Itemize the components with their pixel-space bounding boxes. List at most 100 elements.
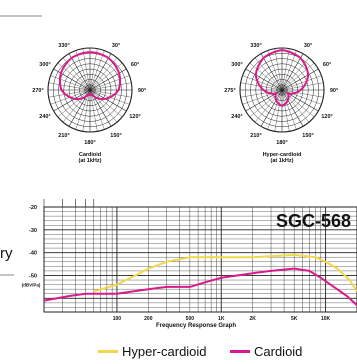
freq-x-tick-label: 5K xyxy=(291,316,298,322)
polar-spoke xyxy=(82,89,91,132)
freq-y-tick-label: -30 xyxy=(29,228,37,234)
polar-angle-label: 30° xyxy=(112,43,120,49)
polar-spoke xyxy=(57,89,91,118)
polar-angle-label: 300° xyxy=(39,62,50,68)
polar-spoke xyxy=(260,89,283,127)
legend-label-hyper-cardioid: Hyper-cardioid xyxy=(122,344,207,360)
cardioid-response-line xyxy=(43,267,357,306)
polar-spoke xyxy=(89,68,127,91)
freq-x-tick-label: 500 xyxy=(186,316,195,322)
polar-spoke xyxy=(62,89,91,123)
polar-angle-label: 180° xyxy=(84,140,95,146)
polar-spoke xyxy=(89,48,98,91)
polar-spoke xyxy=(281,89,297,130)
polar-spoke xyxy=(281,89,304,127)
legend-item-cardioid: Cardioid xyxy=(230,343,302,359)
polar-angle-label: 60° xyxy=(131,62,139,68)
polar-angle-label: 210° xyxy=(250,133,261,139)
polar-angle-label: 270° xyxy=(32,88,43,94)
polar-subtitle: (at 1kHz) xyxy=(271,158,294,164)
polar-angle-label: 120° xyxy=(321,114,332,120)
hyper-cardioid-response-line xyxy=(93,253,357,293)
polar-pattern-curve xyxy=(59,51,121,101)
polar-angle-label: 180° xyxy=(276,140,287,146)
freq-y-tick-label: -20 xyxy=(29,205,37,211)
polar-spoke xyxy=(89,89,123,118)
polar-spoke xyxy=(89,50,105,91)
polar-spoke xyxy=(53,89,91,112)
polar-spoke xyxy=(89,89,98,132)
legend: Hyper-cardioid Cardioid xyxy=(98,343,348,359)
polar-pattern-curve xyxy=(254,49,310,108)
hyper-cardioid-polar-chart: 330° 300° 275° 240° 210° 180° 150° 120° 90° 60° 30… xyxy=(224,43,338,164)
polar-angle-label: 240° xyxy=(231,114,242,120)
polar-spoke xyxy=(89,82,132,91)
polar-spoke xyxy=(89,75,130,91)
polar-spoke xyxy=(240,89,283,98)
polar-spoke xyxy=(281,68,319,91)
polar-spoke xyxy=(249,62,283,91)
polar-angle-label: 330° xyxy=(250,43,261,49)
polar-title: Cardioid xyxy=(79,152,101,158)
polar-spoke xyxy=(242,89,283,105)
frequency-response-chart: -20 -30 -40 -50 (dBV/Pa) 100 200 500 1K 2K 5K 10K Fr… xyxy=(22,199,357,329)
model-label: SGC-568 xyxy=(276,211,351,231)
polar-angle-label: 330° xyxy=(58,43,69,49)
polar-spoke xyxy=(89,89,132,98)
cardioid-swatch xyxy=(230,350,250,354)
polar-angle-label: 150° xyxy=(302,133,313,139)
polar-spoke xyxy=(68,53,91,91)
freq-title: Frequency Response Graph xyxy=(156,323,236,329)
polar-subtitle: (at 1kHz) xyxy=(79,158,102,164)
polar-spoke xyxy=(89,53,112,91)
polar-spoke xyxy=(82,48,91,91)
polar-spoke xyxy=(281,89,310,123)
polar-spoke xyxy=(75,89,91,130)
polar-angle-label: 90° xyxy=(138,88,146,94)
polar-spoke xyxy=(267,89,283,130)
freq-x-tick-label: 2K xyxy=(249,316,256,322)
polar-spoke xyxy=(281,50,297,91)
polar-spoke xyxy=(281,53,304,91)
polar-angle-label: 240° xyxy=(39,114,50,120)
polar-spoke xyxy=(274,48,283,91)
polar-spoke xyxy=(53,68,91,91)
polar-angle-label: 300° xyxy=(231,62,242,68)
polar-spoke xyxy=(50,75,91,91)
cardioid-polar-chart: 330° 300° 270° 240° 210° 180° 150° 120° 90° 60° 30… xyxy=(32,43,146,164)
polar-angle-label: 275° xyxy=(224,88,235,94)
polar-spoke xyxy=(89,89,118,123)
polar-spoke xyxy=(89,89,127,112)
polar-spoke xyxy=(281,89,324,98)
polar-angle-label: 210° xyxy=(58,133,69,139)
polar-angle-label: 60° xyxy=(323,62,331,68)
polar-spoke xyxy=(267,50,283,91)
polar-angle-label: 120° xyxy=(129,114,140,120)
freq-y-tick-label: -40 xyxy=(29,251,37,257)
polar-spoke xyxy=(274,89,283,132)
polar-spoke xyxy=(281,48,290,91)
polar-spoke xyxy=(254,89,283,123)
legend-item-hyper-cardioid: Hyper-cardioid xyxy=(98,343,207,359)
freq-x-tick-label: 100 xyxy=(113,316,122,322)
polar-spoke xyxy=(48,89,91,98)
polar-spoke xyxy=(48,82,91,91)
polar-spoke xyxy=(281,62,315,91)
freq-frame xyxy=(43,206,357,313)
polar-spoke xyxy=(242,75,283,91)
polar-spoke xyxy=(281,89,290,132)
page-fragment-label: ry xyxy=(0,245,13,262)
polar-angle-label: 150° xyxy=(110,133,121,139)
freq-y-axis-title: (dBV/Pa) xyxy=(22,283,41,288)
polar-spoke xyxy=(260,53,283,91)
freq-x-tick-label: 1K xyxy=(218,316,225,322)
polar-spoke xyxy=(281,89,322,105)
polar-spoke xyxy=(281,75,322,91)
polar-angle-label: 30° xyxy=(304,43,312,49)
freq-y-tick-label: -50 xyxy=(29,273,37,279)
freq-x-tick-label: 200 xyxy=(144,316,153,322)
polar-spoke xyxy=(75,50,91,91)
hyper-cardioid-swatch xyxy=(98,350,118,354)
legend-label-cardioid: Cardioid xyxy=(254,344,303,360)
